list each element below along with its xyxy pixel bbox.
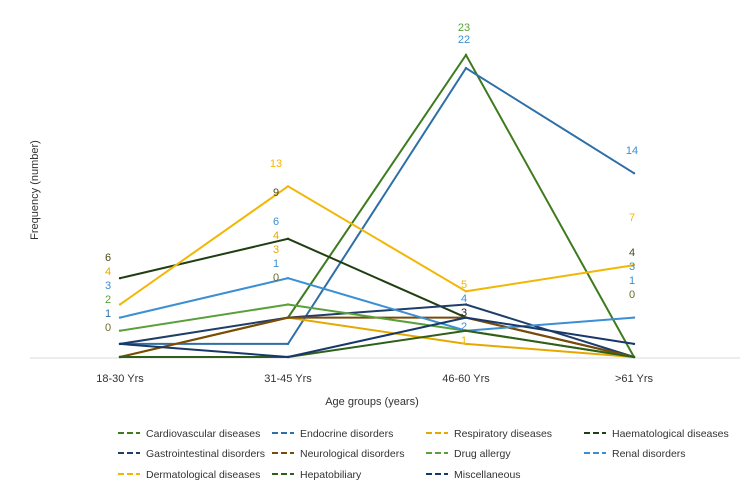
legend-item-dermatological-diseases: Dermatological diseases <box>118 469 260 481</box>
series-line-dermatological-diseases <box>119 185 635 306</box>
series-miscellaneous <box>118 316 636 359</box>
data-point <box>286 185 290 188</box>
data-point <box>286 303 290 306</box>
data-point <box>632 342 636 346</box>
series-line-endocrine-disorders <box>120 66 635 345</box>
data-label: 3 <box>273 244 279 256</box>
legend-label: Drug allergy <box>454 448 511 460</box>
legend-label: Respiratory diseases <box>454 428 552 440</box>
x-tick-label: 31-45 Yrs <box>264 373 312 385</box>
legend-item-drug-allergy: Drug allergy <box>426 448 511 460</box>
legend-item-miscellaneous: Miscellaneous <box>426 469 521 481</box>
data-point <box>118 329 122 332</box>
data-label: 0 <box>105 322 111 334</box>
legend-item-cardiovascular-diseases: Cardiovascular diseases <box>118 428 260 440</box>
data-label: 1 <box>461 335 467 347</box>
data-label: 4 <box>461 293 467 305</box>
data-point <box>286 237 290 240</box>
data-label: 2 <box>461 321 467 333</box>
data-label: 4 <box>273 230 279 242</box>
data-label: 13 <box>270 158 282 170</box>
legend-label: Gastrointestinal disorders <box>146 448 265 460</box>
legend-item-neurological-disorders: Neurological disorders <box>272 448 404 460</box>
legend-item-respiratory-diseases: Respiratory diseases <box>426 428 552 440</box>
legend-label: Neurological disorders <box>300 448 404 460</box>
data-label: 6 <box>273 216 279 228</box>
data-label: 4 <box>629 247 635 259</box>
data-point <box>464 329 468 332</box>
data-label: 6 <box>105 252 111 264</box>
data-label: 2 <box>105 294 111 306</box>
series-dermatological-diseases <box>118 185 636 306</box>
series-renal-disorders <box>118 277 636 332</box>
data-label: 9 <box>273 187 279 199</box>
legend-label: Dermatological diseases <box>146 469 260 481</box>
legend-item-haematological-diseases: Haematological diseases <box>584 428 729 440</box>
legend-label: Endocrine disorders <box>300 428 393 440</box>
x-tick-label: 18-30 Yrs <box>96 373 144 385</box>
data-point <box>464 342 468 346</box>
data-point <box>286 355 290 359</box>
legend-item-gastrointestinal-disorders: Gastrointestinal disorders <box>118 448 265 460</box>
legend-label: Cardiovascular diseases <box>146 428 260 440</box>
legend-label: Hepatobiliary <box>300 469 362 481</box>
data-label: 7 <box>629 212 635 224</box>
series-line-renal-disorders <box>119 277 635 332</box>
data-label: 22 <box>458 34 470 46</box>
data-label: 3 <box>629 261 635 273</box>
x-axis-title: Age groups (years) <box>325 396 419 408</box>
data-point <box>464 66 468 70</box>
data-label: 3 <box>105 280 111 292</box>
data-point <box>118 342 122 346</box>
data-point <box>286 277 290 280</box>
series-layer <box>118 53 636 359</box>
data-point <box>118 277 122 280</box>
data-label: 1 <box>273 258 279 270</box>
x-tick-label: >61 Yrs <box>615 373 654 385</box>
data-point <box>118 316 122 319</box>
series-line-miscellaneous <box>119 316 635 359</box>
legend-item-hepatobiliary: Hepatobiliary <box>272 469 362 481</box>
x-tick-label: 46-60 Yrs <box>442 373 490 385</box>
data-label: 1 <box>105 308 111 320</box>
data-label: 5 <box>461 279 467 291</box>
data-point <box>118 303 122 306</box>
data-label: 1 <box>629 275 635 287</box>
data-point <box>464 303 468 306</box>
legend-label: Haematological diseases <box>612 428 729 440</box>
data-label: 23 <box>458 22 470 34</box>
data-point <box>286 316 290 319</box>
data-point <box>118 355 122 359</box>
data-label: 4 <box>105 266 111 278</box>
y-axis-title: Frequency (number) <box>29 140 41 240</box>
series-line-hepatobiliary <box>120 329 635 358</box>
series-hepatobiliary <box>118 329 636 359</box>
data-label: 14 <box>626 145 638 157</box>
series-endocrine-disorders <box>118 66 636 346</box>
data-point <box>464 53 468 57</box>
legend: Cardiovascular diseases Endocrine disorde… <box>118 428 729 481</box>
data-label: 0 <box>273 272 279 284</box>
data-point <box>464 316 468 319</box>
data-label: 0 <box>629 289 635 301</box>
data-label: 3 <box>461 307 467 319</box>
legend-label: Miscellaneous <box>454 469 521 481</box>
x-tick-labels: 18-30 Yrs 31-45 Yrs 46-60 Yrs >61 Yrs <box>96 373 653 385</box>
data-point <box>632 263 636 267</box>
data-point <box>632 355 636 359</box>
legend-item-endocrine-disorders: Endocrine disorders <box>272 428 393 440</box>
data-point <box>286 342 290 346</box>
legend-item-renal-disorders: Renal disorders <box>584 448 686 460</box>
data-point <box>632 316 636 319</box>
data-point <box>632 172 636 175</box>
legend-label: Renal disorders <box>612 448 686 460</box>
data-point <box>464 290 468 293</box>
